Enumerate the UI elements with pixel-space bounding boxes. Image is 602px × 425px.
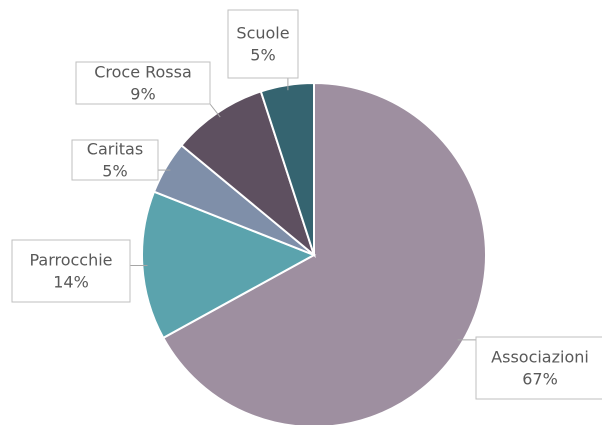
value-label: 5%	[102, 162, 127, 181]
category-label: Caritas	[87, 140, 143, 159]
category-label: Croce Rossa	[94, 63, 192, 82]
value-label: 14%	[53, 273, 89, 292]
label-box	[475, 336, 602, 400]
label-box	[227, 9, 299, 79]
category-label: Scuole	[236, 24, 289, 43]
value-label: 9%	[130, 85, 155, 104]
value-label: 67%	[522, 370, 558, 389]
label-box	[11, 239, 131, 303]
category-label: Parrocchie	[29, 251, 112, 270]
label-box	[75, 61, 211, 105]
label-box	[71, 139, 159, 181]
leader-line	[209, 103, 221, 118]
pie-slice	[161, 81, 487, 425]
value-label: 5%	[250, 46, 275, 65]
pie-slice	[259, 81, 315, 256]
category-label: Associazioni	[491, 348, 589, 367]
